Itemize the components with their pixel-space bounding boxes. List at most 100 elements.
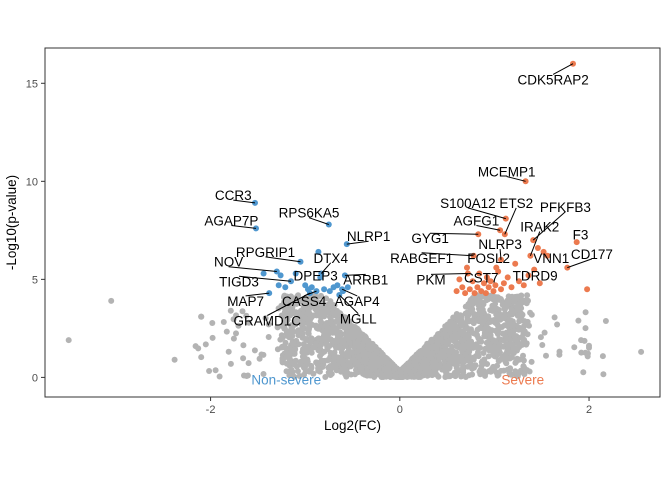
ns-point bbox=[354, 348, 361, 355]
label-agfg1: AGFG1 bbox=[454, 214, 500, 229]
ns-point bbox=[506, 366, 513, 373]
ns-point bbox=[506, 298, 513, 305]
ns-point bbox=[473, 342, 480, 349]
significant-point bbox=[504, 274, 511, 281]
ns-point bbox=[412, 359, 419, 366]
ns-point bbox=[324, 326, 331, 333]
ns-point bbox=[582, 325, 589, 332]
label-fosl2: FOSL2 bbox=[467, 251, 510, 266]
label-tigd3: TIGD3 bbox=[219, 274, 259, 289]
ns-point bbox=[244, 372, 251, 379]
ns-point bbox=[429, 350, 436, 357]
leader-line-agap7p bbox=[231, 225, 257, 229]
ns-point bbox=[432, 359, 439, 366]
ns-point bbox=[322, 374, 329, 380]
ns-point bbox=[465, 334, 472, 340]
ns-point bbox=[599, 353, 606, 360]
ns-point bbox=[198, 354, 205, 361]
label-tdrd9: TDRD9 bbox=[513, 268, 558, 283]
ns-point bbox=[310, 296, 317, 303]
ns-point bbox=[313, 359, 320, 366]
label-gyg1: GYG1 bbox=[411, 231, 449, 246]
leader-line-nlrp3 bbox=[499, 249, 502, 260]
ns-point bbox=[356, 343, 362, 350]
ns-point bbox=[357, 365, 364, 372]
significant-point bbox=[508, 284, 515, 291]
leader-line-rpgrip1 bbox=[265, 256, 301, 263]
ns-point bbox=[361, 337, 368, 344]
ns-point bbox=[351, 328, 358, 335]
ns-point bbox=[580, 369, 587, 376]
ns-point bbox=[462, 303, 469, 310]
ns-point bbox=[227, 307, 234, 314]
ns-point bbox=[315, 347, 322, 354]
ns-point bbox=[290, 340, 297, 347]
ns-point bbox=[281, 311, 288, 318]
ns-point bbox=[537, 334, 544, 341]
ns-point bbox=[443, 332, 450, 339]
group-labels-layer: Non-severe Severe bbox=[251, 372, 544, 387]
ns-point bbox=[602, 318, 609, 324]
label-leader-lines-layer bbox=[228, 63, 593, 316]
ns-point bbox=[510, 350, 517, 356]
ns-point bbox=[425, 343, 432, 350]
point-fosl2 bbox=[493, 264, 500, 271]
ns-point bbox=[471, 364, 477, 371]
point-f3 bbox=[573, 239, 580, 246]
ns-point bbox=[578, 337, 585, 344]
significant-point bbox=[485, 284, 492, 291]
ns-point bbox=[313, 340, 319, 347]
y-axis-title: -Log10(p-value) bbox=[4, 175, 19, 270]
leader-line-gramd1c bbox=[267, 292, 311, 316]
label-rabgef1: RABGEF1 bbox=[390, 251, 453, 266]
leader-line-mgll bbox=[338, 294, 359, 314]
label-mgll: MGLL bbox=[340, 312, 377, 327]
ns-point bbox=[469, 329, 476, 336]
label-mcemp1: MCEMP1 bbox=[478, 165, 536, 180]
ns-point bbox=[502, 351, 509, 358]
ns-point bbox=[556, 351, 563, 358]
ns-point bbox=[554, 321, 561, 328]
ns-point bbox=[520, 352, 526, 359]
significant-point bbox=[453, 288, 460, 295]
ns-point bbox=[260, 371, 267, 377]
ns-point bbox=[325, 331, 332, 338]
ns-point bbox=[468, 307, 475, 314]
ns-point bbox=[342, 314, 348, 321]
ns-point bbox=[524, 331, 531, 338]
y-tick-label: 10 bbox=[26, 176, 38, 188]
significant-point bbox=[478, 288, 485, 295]
label-rps6ka5: RPS6KA5 bbox=[279, 206, 340, 221]
leader-line-rabgef1 bbox=[421, 252, 474, 257]
x-axis-ticks: -2 0 2 bbox=[206, 397, 592, 416]
ns-point bbox=[302, 362, 309, 369]
ns-point bbox=[283, 368, 290, 375]
significant-point bbox=[456, 276, 463, 283]
significant-point bbox=[462, 290, 469, 297]
ns-point bbox=[338, 368, 344, 375]
leader-line-agfg1 bbox=[476, 225, 501, 231]
ns-point bbox=[297, 358, 304, 365]
ns-point bbox=[492, 319, 499, 326]
ns-point bbox=[454, 369, 461, 376]
ns-point bbox=[433, 343, 440, 350]
ns-point bbox=[638, 348, 645, 355]
ns-point bbox=[494, 331, 501, 337]
ns-point bbox=[304, 299, 311, 306]
ns-point bbox=[108, 297, 115, 304]
ns-point bbox=[265, 334, 272, 340]
ns-point bbox=[451, 321, 458, 328]
significant-point bbox=[492, 282, 499, 289]
ns-point bbox=[516, 344, 522, 351]
ns-point bbox=[288, 294, 295, 301]
ns-point bbox=[295, 332, 302, 339]
ns-point bbox=[282, 339, 289, 346]
ns-point bbox=[239, 308, 246, 315]
ns-point bbox=[435, 331, 441, 338]
label-vnn1: VNN1 bbox=[533, 251, 569, 266]
ns-point bbox=[479, 306, 486, 313]
ns-point bbox=[281, 298, 288, 305]
ns-point bbox=[466, 363, 472, 370]
significant-point bbox=[540, 248, 547, 255]
